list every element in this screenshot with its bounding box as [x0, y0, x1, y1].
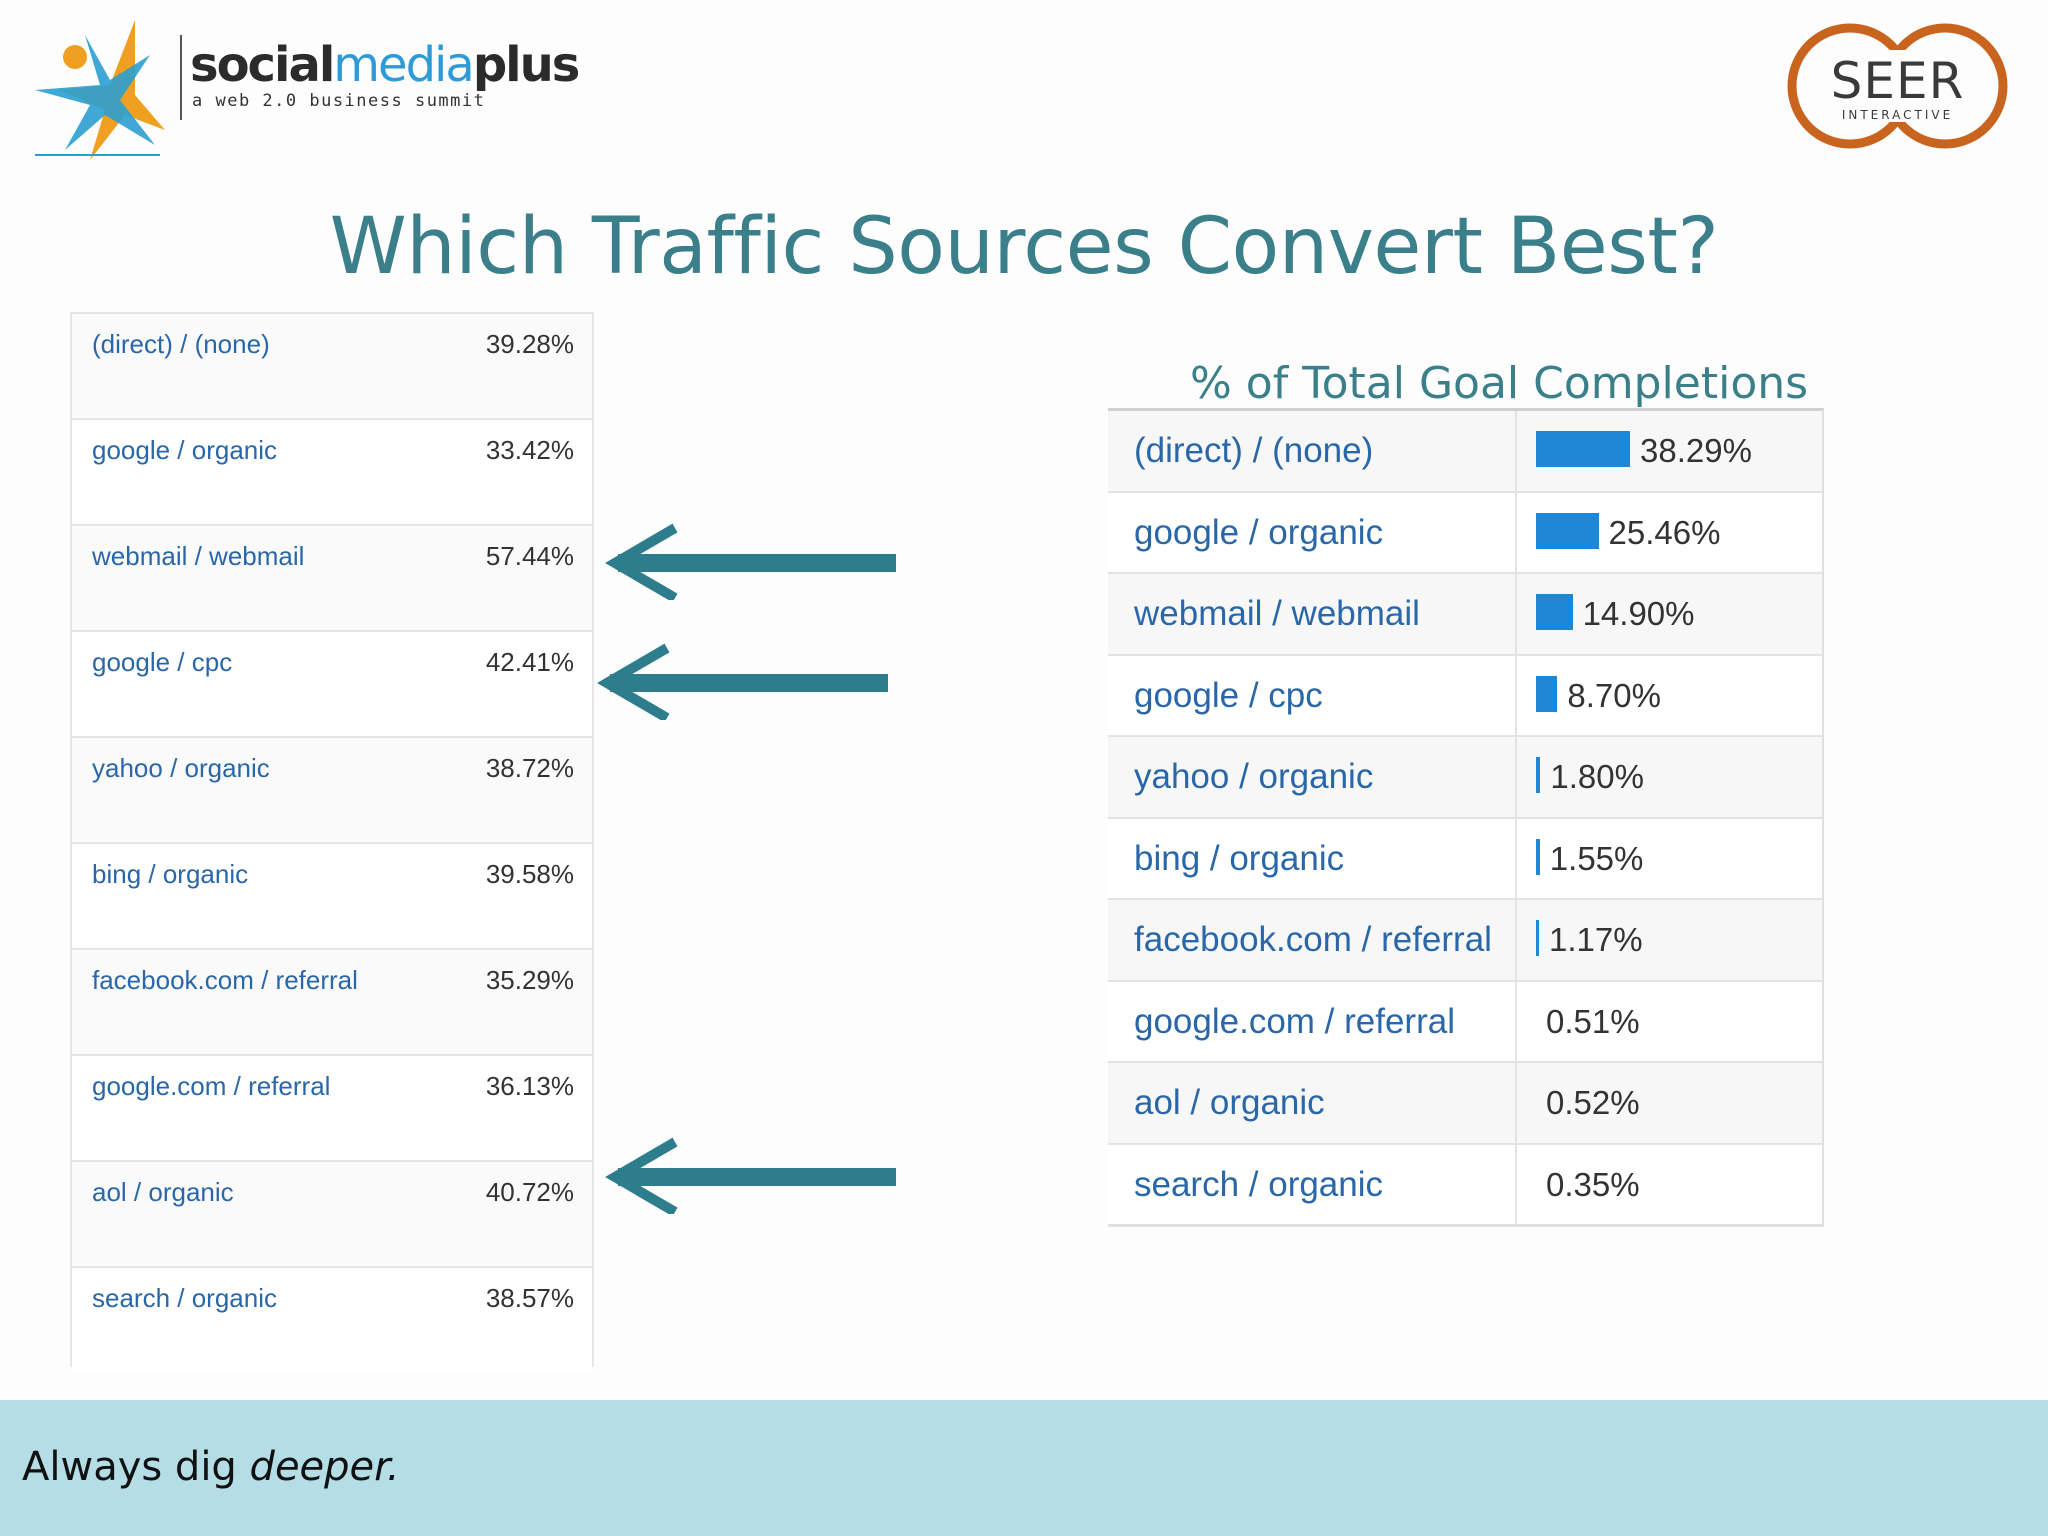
table-row: webmail / webmail 57.44% [72, 524, 592, 630]
footer-band: Always dig deeper. [0, 1400, 2048, 1536]
source-link[interactable]: webmail / webmail [92, 541, 305, 571]
seer-interactive-logo: SEER INTERACTIVE [1785, 22, 2010, 150]
source-link[interactable]: aol / organic [1134, 1083, 1325, 1122]
source-link[interactable]: search / organic [1134, 1164, 1384, 1204]
column-divider [1515, 655, 1517, 735]
table-row: google / organic 33.42% [72, 418, 592, 524]
source-link[interactable]: bing / organic [1134, 838, 1345, 878]
source-link[interactable]: webmail / webmail [1134, 594, 1420, 633]
conversion-rate: 36.13% [485, 1071, 574, 1101]
socialmediaplus-logo: socialmediaplus a web 2.0 business summi… [30, 15, 580, 165]
table-row: bing / organic 1.55% [1108, 818, 1822, 900]
conversion-rate: 40.72% [485, 1177, 574, 1207]
table-row: webmail / webmail 14.90% [1108, 574, 1822, 656]
column-divider [1515, 574, 1517, 654]
share-value: 0.51% [1546, 1002, 1640, 1040]
footer-text: Always dig deeper. [22, 1444, 400, 1490]
goal-completions-table: (direct) / (none) 38.29% google / organic 2… [1108, 408, 1824, 1227]
source-link[interactable]: yahoo / organic [1134, 757, 1374, 796]
share-value: 0.35% [1546, 1165, 1640, 1203]
column-divider [1515, 1144, 1517, 1224]
share-value: 38.29% [1640, 432, 1752, 469]
slide-title: Which Traffic Sources Convert Best? [329, 202, 1719, 292]
share-bar [1536, 757, 1541, 793]
conversion-rate: 38.57% [485, 1283, 574, 1313]
source-link[interactable]: aol / organic [92, 1177, 234, 1207]
table-row: (direct) / (none) 39.28% [72, 312, 592, 418]
share-bar [1536, 512, 1599, 549]
conversion-rate-table: (direct) / (none) 39.28% google / organic 3… [70, 312, 594, 1372]
table-row: aol / organic 40.72% [72, 1160, 592, 1266]
share-value: 25.46% [1608, 513, 1721, 551]
source-link[interactable]: (direct) / (none) [1134, 431, 1374, 470]
conversion-rate: 35.29% [485, 965, 574, 995]
column-divider [1515, 737, 1517, 817]
share-bar [1536, 838, 1540, 875]
table-row: search / organic 38.57% [72, 1266, 592, 1372]
source-link[interactable]: (direct) / (none) [92, 329, 270, 359]
arrow-left-icon [597, 643, 888, 720]
table-row: google / organic 25.46% [1108, 492, 1822, 574]
table-row: facebook.com / referral 35.29% [72, 948, 592, 1054]
column-divider [1515, 981, 1517, 1061]
seer-logo-name: SEER [1830, 52, 1965, 110]
arrow-left-icon [605, 523, 896, 600]
source-link[interactable]: google / organic [1134, 512, 1384, 552]
logo-divider [180, 35, 182, 120]
source-link[interactable]: google / cpc [1134, 675, 1323, 715]
source-link[interactable]: yahoo / organic [92, 753, 270, 783]
table-row: facebook.com / referral 1.17% [1108, 900, 1822, 982]
share-value: 0.52% [1546, 1084, 1640, 1121]
arrow-left-icon [605, 1137, 896, 1214]
column-divider [1515, 492, 1517, 572]
table-row: bing / organic 39.58% [72, 842, 592, 948]
source-link[interactable]: google.com / referral [92, 1071, 331, 1101]
source-link[interactable]: facebook.com / referral [92, 965, 358, 995]
seer-logo-sub: INTERACTIVE [1841, 108, 1954, 122]
share-value: 14.90% [1582, 595, 1695, 632]
share-value: 1.17% [1549, 921, 1643, 958]
conversion-rate: 42.41% [485, 647, 574, 677]
goal-completions-caption: % of Total Goal Completions [1190, 358, 1809, 409]
conversion-rate: 57.44% [485, 541, 574, 571]
column-divider [1515, 1063, 1517, 1143]
share-value: 1.55% [1549, 839, 1644, 877]
source-link[interactable]: search / organic [92, 1283, 277, 1313]
logo-wordmark: socialmediaplus [190, 37, 580, 93]
source-link[interactable]: bing / organic [92, 859, 249, 889]
share-value: 1.80% [1550, 758, 1644, 795]
share-bar [1536, 431, 1630, 467]
table-row: google.com / referral 36.13% [72, 1054, 592, 1160]
share-bar [1536, 920, 1539, 956]
footer-text-italic: deeper. [249, 1444, 400, 1490]
conversion-rate: 39.58% [485, 859, 574, 889]
footer-text-plain: Always dig [22, 1444, 250, 1490]
share-bar [1536, 675, 1558, 712]
table-row: yahoo / organic 38.72% [72, 736, 592, 842]
infinity-ring-icon [1787, 23, 2008, 149]
conversion-rate: 33.42% [485, 435, 574, 465]
table-row: aol / organic 0.52% [1108, 1063, 1822, 1145]
table-row: google / cpc 8.70% [1108, 655, 1822, 737]
table-row: google / cpc 42.41% [72, 630, 592, 736]
table-row: search / organic 0.35% [1108, 1144, 1822, 1224]
table-row: google.com / referral 0.51% [1108, 981, 1822, 1063]
logo-tagline: a web 2.0 business summit [192, 91, 486, 111]
table-row: yahoo / organic 1.80% [1108, 737, 1822, 819]
share-value: 8.70% [1567, 676, 1661, 714]
column-divider [1515, 411, 1517, 491]
conversion-rate: 38.72% [485, 753, 574, 783]
source-link[interactable]: google.com / referral [1134, 1001, 1455, 1041]
table-row: (direct) / (none) 38.29% [1108, 411, 1822, 493]
conversion-rate: 39.28% [485, 329, 574, 359]
star-figure-icon [35, 20, 165, 160]
column-divider [1515, 818, 1517, 898]
source-link[interactable]: facebook.com / referral [1134, 920, 1492, 959]
source-link[interactable]: google / organic [92, 435, 278, 465]
source-link[interactable]: google / cpc [92, 647, 233, 677]
share-bar [1536, 594, 1573, 630]
column-divider [1515, 900, 1517, 980]
